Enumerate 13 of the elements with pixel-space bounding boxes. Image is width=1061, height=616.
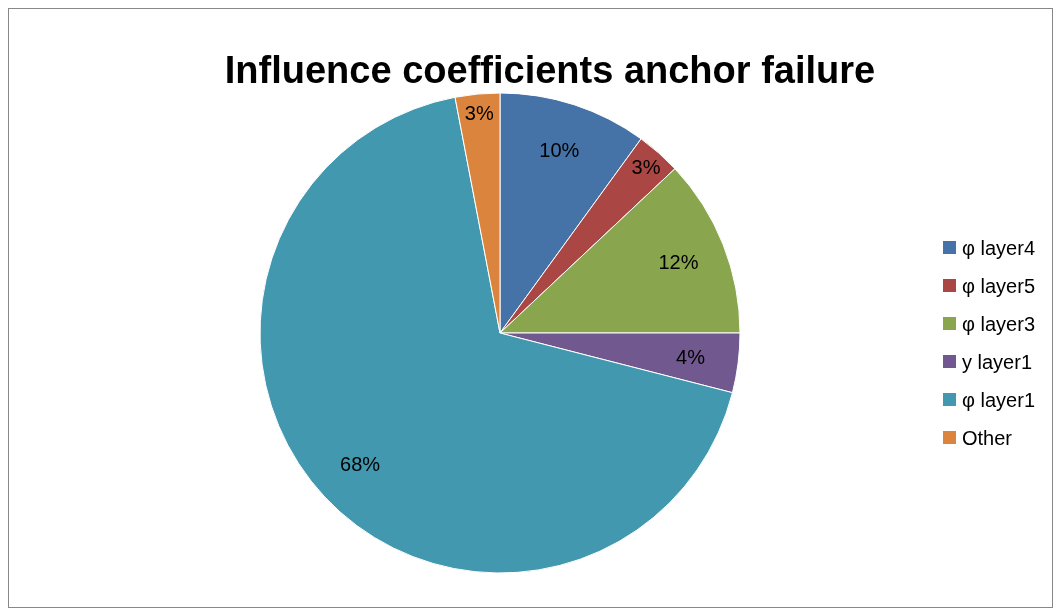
legend-label: φ layer1	[962, 389, 1035, 411]
legend-label: φ layer4	[962, 237, 1035, 259]
legend-label: φ layer5	[962, 275, 1035, 297]
data-label: 10%	[539, 139, 580, 162]
data-label: 3%	[631, 156, 661, 179]
data-label: 3%	[464, 102, 494, 125]
data-label: 68%	[340, 453, 381, 476]
legend-label: y layer1	[962, 351, 1033, 373]
legend-label: Other	[962, 427, 1013, 449]
legend-label: φ layer3	[962, 313, 1035, 335]
data-label: 4%	[676, 346, 706, 369]
chart-title: Influence coefficients anchor failure	[224, 49, 876, 91]
data-label: 12%	[658, 251, 699, 274]
